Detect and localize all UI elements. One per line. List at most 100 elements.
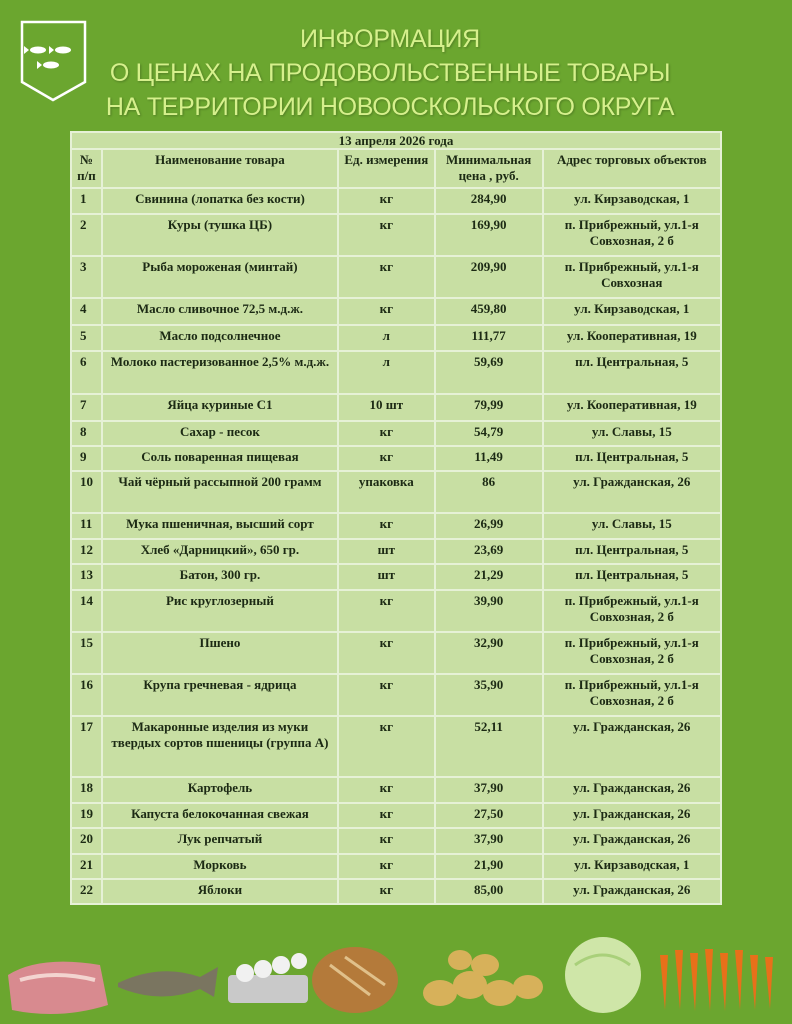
unit: кг bbox=[336, 512, 436, 540]
unit: кг bbox=[336, 213, 436, 257]
cabbage-image bbox=[565, 937, 641, 1013]
row-number: 17 bbox=[70, 715, 103, 778]
table-row: 19 Капуста белокочанная свежая кг 27,50 ул. … bbox=[70, 802, 723, 829]
unit: кг bbox=[336, 420, 436, 447]
unit: л bbox=[336, 324, 436, 352]
table-row: 20 Лук репчатый кг 37,90 ул. Гражданская, 26 bbox=[70, 827, 723, 855]
unit: кг bbox=[336, 853, 436, 880]
store-address: ул. Кирзаводская, 1 bbox=[541, 187, 723, 215]
title-line-1: ИНФОРМАЦИЯ bbox=[300, 25, 480, 53]
eggs-image bbox=[228, 953, 308, 1003]
min-price: 37,90 bbox=[433, 776, 544, 804]
carrots-image bbox=[660, 949, 773, 1011]
min-price: 79,99 bbox=[433, 393, 544, 422]
row-number: 5 bbox=[70, 324, 103, 352]
table-row: 2 Куры (тушка ЦБ) кг 169,90 п. Прибрежный, у… bbox=[70, 213, 723, 257]
min-price: 59,69 bbox=[433, 350, 544, 395]
price-table: 13 апреля 2026 года № п/п Наименование то… bbox=[70, 131, 723, 905]
table-row: 7 Яйца куриные С1 10 шт 79,99 ул. Кооператив… bbox=[70, 393, 723, 422]
product-name: Картофель bbox=[100, 776, 339, 804]
unit: кг bbox=[336, 297, 436, 326]
unit: кг bbox=[336, 631, 436, 675]
store-address: ул. Славы, 15 bbox=[541, 512, 723, 540]
header-unit: Ед. измерения bbox=[336, 148, 436, 189]
row-number: 4 bbox=[70, 297, 103, 326]
min-price: 111,77 bbox=[433, 324, 544, 352]
store-address: пл. Центральная, 5 bbox=[541, 538, 723, 565]
store-address: п. Прибрежный, ул.1-я Совхозная, 2 б bbox=[541, 673, 723, 717]
title-line-3: НА ТЕРРИТОРИИ НОВООСКОЛЬСКОГО ОКРУГА bbox=[105, 93, 675, 121]
store-address: ул. Гражданская, 26 bbox=[541, 470, 723, 514]
table-row: 21 Морковь кг 21,90 ул. Кирзаводская, 1 bbox=[70, 853, 723, 880]
min-price: 11,49 bbox=[433, 445, 544, 472]
min-price: 284,90 bbox=[433, 187, 544, 215]
potatoes-image bbox=[423, 950, 543, 1006]
store-address: ул. Гражданская, 26 bbox=[541, 827, 723, 855]
product-name: Пшено bbox=[100, 631, 339, 675]
table-row: 3 Рыба мороженая (минтай) кг 209,90 п. Прибр… bbox=[70, 255, 723, 299]
unit: кг bbox=[336, 445, 436, 472]
row-number: 9 bbox=[70, 445, 103, 472]
product-name: Капуста белокочанная свежая bbox=[100, 802, 339, 829]
unit: кг bbox=[336, 715, 436, 778]
product-name: Батон, 300 гр. bbox=[100, 563, 339, 591]
row-number: 3 bbox=[70, 255, 103, 299]
bread-image bbox=[312, 947, 398, 1013]
row-number: 19 bbox=[70, 802, 103, 829]
min-price: 39,90 bbox=[433, 589, 544, 633]
row-number: 15 bbox=[70, 631, 103, 675]
table-row: 9 Соль поваренная пищевая кг 11,49 пл. Центр… bbox=[70, 445, 723, 472]
table-row: 8 Сахар - песок кг 54,79 ул. Славы, 15 bbox=[70, 420, 723, 447]
product-name: Свинина (лопатка без кости) bbox=[100, 187, 339, 215]
store-address: п. Прибрежный, ул.1-я Совхозная bbox=[541, 255, 723, 299]
product-name: Чай чёрный рассыпной 200 грамм bbox=[100, 470, 339, 514]
store-address: п. Прибрежный, ул.1-я Совхозная, 2 б bbox=[541, 589, 723, 633]
min-price: 54,79 bbox=[433, 420, 544, 447]
min-price: 35,90 bbox=[433, 673, 544, 717]
table-row: 16 Крупа гречневая - ядрица кг 35,90 п. Приб… bbox=[70, 673, 723, 717]
row-number: 10 bbox=[70, 470, 103, 514]
table-row: 1 Свинина (лопатка без кости) кг 284,90 ул. … bbox=[70, 187, 723, 215]
store-address: ул. Кирзаводская, 1 bbox=[541, 297, 723, 326]
min-price: 23,69 bbox=[433, 538, 544, 565]
row-number: 8 bbox=[70, 420, 103, 447]
min-price: 86 bbox=[433, 470, 544, 514]
store-address: ул. Кооперативная, 19 bbox=[541, 324, 723, 352]
food-images bbox=[8, 937, 773, 1014]
table-row: 22 Яблоки кг 85,00 ул. Гражданская, 26 bbox=[70, 878, 723, 905]
unit: кг bbox=[336, 673, 436, 717]
store-address: ул. Кооперативная, 19 bbox=[541, 393, 723, 422]
row-number: 6 bbox=[70, 350, 103, 395]
product-name: Куры (тушка ЦБ) bbox=[100, 213, 339, 257]
row-number: 16 bbox=[70, 673, 103, 717]
page-title: ИНФОРМАЦИЯ О ЦЕНАХ НА ПРОДОВОЛЬСТВЕННЫЕ … bbox=[90, 22, 690, 124]
unit: кг bbox=[336, 187, 436, 215]
row-number: 18 bbox=[70, 776, 103, 804]
row-number: 14 bbox=[70, 589, 103, 633]
min-price: 52,11 bbox=[433, 715, 544, 778]
product-name: Масло сливочное 72,5 м.д.ж. bbox=[100, 297, 339, 326]
min-price: 169,90 bbox=[433, 213, 544, 257]
row-number: 7 bbox=[70, 393, 103, 422]
product-name: Соль поваренная пищевая bbox=[100, 445, 339, 472]
table-row: 5 Масло подсолнечное л 111,77 ул. Кооператив… bbox=[70, 324, 723, 352]
store-address: ул. Кирзаводская, 1 bbox=[541, 853, 723, 880]
store-address: пл. Центральная, 5 bbox=[541, 445, 723, 472]
fish-image bbox=[118, 967, 218, 997]
store-address: ул. Гражданская, 26 bbox=[541, 715, 723, 778]
store-address: ул. Гражданская, 26 bbox=[541, 802, 723, 829]
row-number: 22 bbox=[70, 878, 103, 905]
store-address: ул. Славы, 15 bbox=[541, 420, 723, 447]
product-name: Молоко пастеризованное 2,5% м.д.ж. bbox=[100, 350, 339, 395]
min-price: 37,90 bbox=[433, 827, 544, 855]
row-number: 2 bbox=[70, 213, 103, 257]
header-number: № п/п bbox=[70, 148, 103, 189]
row-number: 1 bbox=[70, 187, 103, 215]
title-line-2: О ЦЕНАХ НА ПРОДОВОЛЬСТВЕННЫЕ ТОВАРЫ bbox=[109, 59, 671, 87]
unit: кг bbox=[336, 802, 436, 829]
unit: шт bbox=[336, 563, 436, 591]
unit: 10 шт bbox=[336, 393, 436, 422]
product-name: Масло подсолнечное bbox=[100, 324, 339, 352]
store-address: ул. Гражданская, 26 bbox=[541, 776, 723, 804]
unit: кг bbox=[336, 776, 436, 804]
